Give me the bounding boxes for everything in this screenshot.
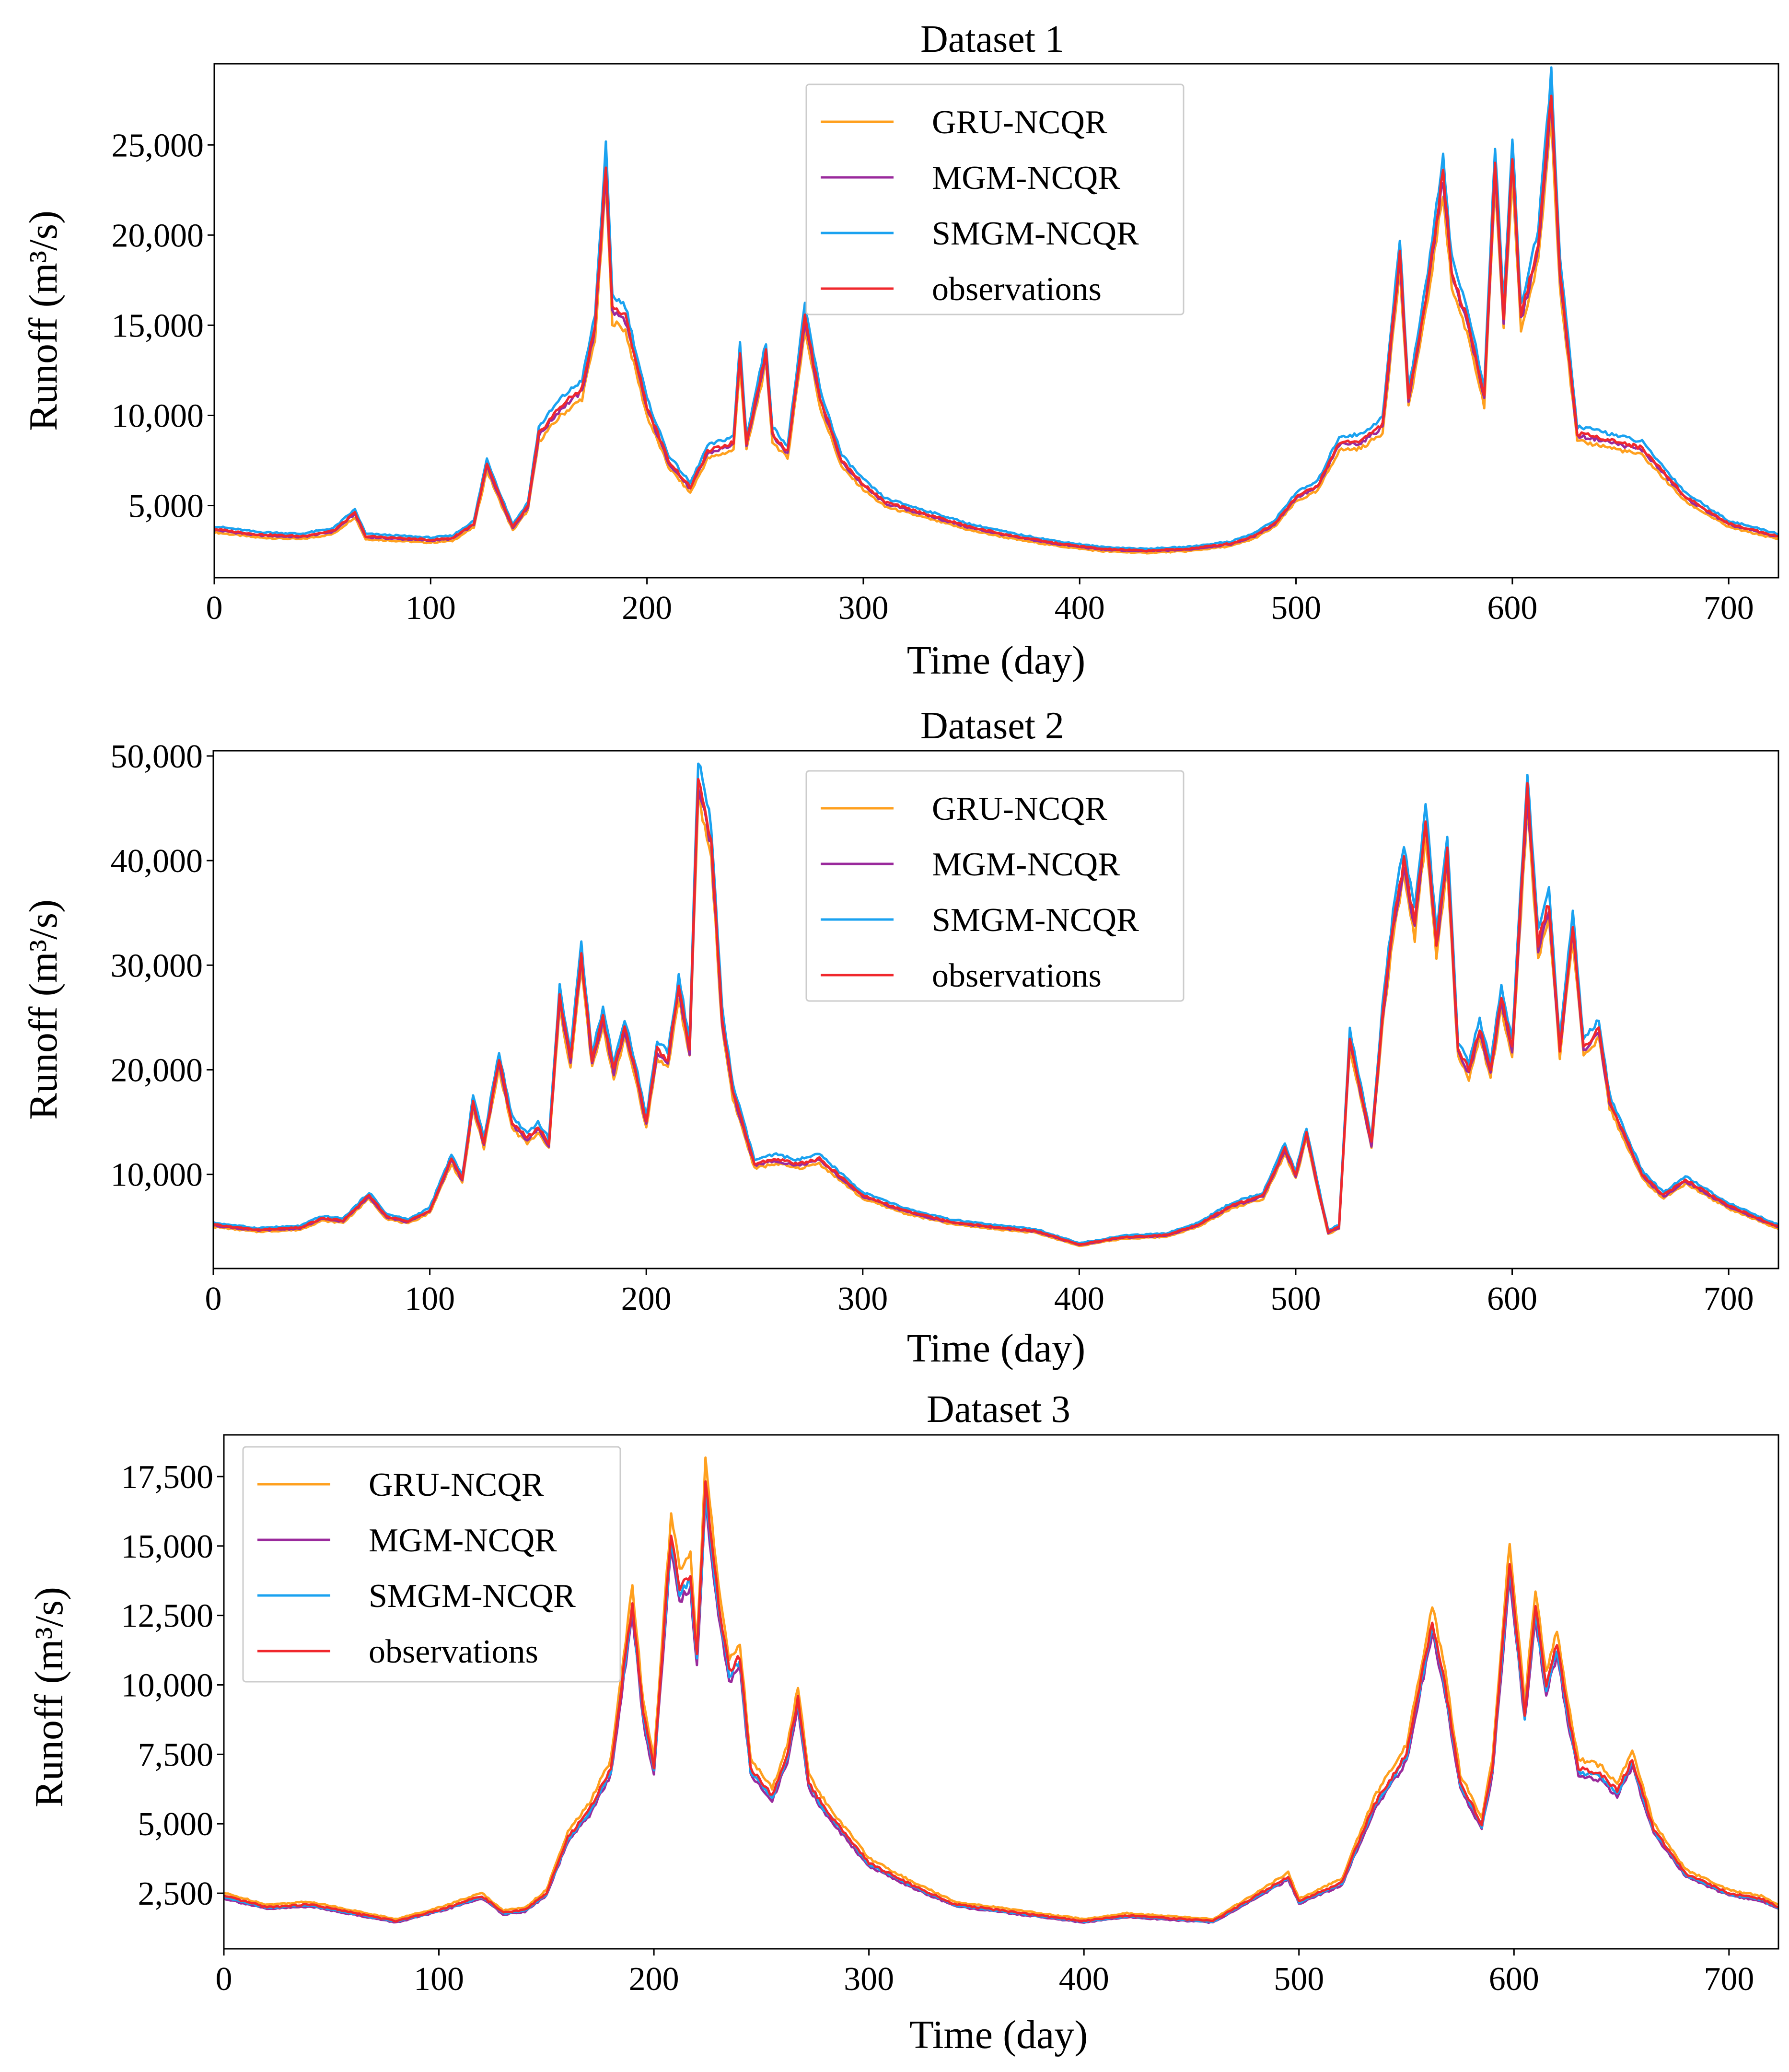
x-tick-label: 500	[1274, 1961, 1324, 1998]
legend-label: observations	[369, 1633, 538, 1670]
legend-label: MGM-NCQR	[932, 160, 1120, 197]
panel-dataset-2: Dataset 2 10,000 20,000 30,000 40,000 50,000…	[21, 705, 1779, 1371]
y-axis-label: Runoff (m³/s)	[21, 899, 66, 1120]
x-tick-label: 400	[1055, 590, 1105, 627]
y-tick-label: 15,000	[121, 1528, 214, 1565]
x-tick-label: 700	[1704, 590, 1754, 627]
x-tick-label: 600	[1487, 590, 1537, 627]
x-tick-label: 600	[1487, 1280, 1537, 1317]
y-axis-label: Runoff (m³/s)	[21, 210, 66, 431]
y-tick-label: 10,000	[111, 1157, 203, 1194]
y-ticks: 5,000 10,000 15,000 20,000 25,000	[112, 127, 214, 525]
legend-label: SMGM-NCQR	[932, 215, 1139, 252]
legend-label: observations	[932, 957, 1102, 994]
legend-box	[805, 770, 1185, 1002]
chart-title: Dataset 1	[920, 18, 1064, 60]
plot-frame	[212, 750, 1779, 1269]
y-tick-label: 7,500	[138, 1736, 214, 1773]
legend-label: MGM-NCQR	[932, 846, 1120, 883]
y-ticks: 2,500 5,000 7,500 10,000 12,500 15,000 17,500	[121, 1459, 224, 1912]
chart-title: Dataset 3	[927, 1388, 1070, 1431]
series-line-observations	[214, 94, 1779, 552]
y-tick-label: 5,000	[128, 488, 204, 525]
y-tick-label: 10,000	[121, 1667, 214, 1704]
x-tick-label: 100	[414, 1961, 464, 1998]
x-tick-label: 200	[629, 1961, 679, 1998]
x-ticks: 0 100 200 300 400 500 600 700	[205, 1269, 1754, 1317]
y-tick-label: 50,000	[111, 738, 203, 775]
x-tick-label: 0	[206, 590, 223, 627]
y-tick-label: 5,000	[138, 1806, 214, 1843]
legend-label: GRU-NCQR	[932, 791, 1107, 827]
y-tick-label: 15,000	[112, 307, 204, 344]
x-tick-label: 300	[844, 1961, 894, 1998]
panel-dataset-1: Dataset 1 5,00010,00015,00020,00025,000 …	[21, 18, 1779, 683]
x-tick-label: 700	[1704, 1280, 1754, 1317]
x-ticks: 0 100 200 300 400 500 600 700	[216, 1949, 1754, 1998]
x-tick-label: 0	[205, 1280, 222, 1317]
x-tick-label: 500	[1270, 1280, 1321, 1317]
y-tick-label: 20,000	[112, 217, 204, 254]
x-tick-label: 400	[1054, 1280, 1104, 1317]
x-tick-label: 300	[838, 590, 888, 627]
series-lines	[213, 66, 1779, 555]
x-ticks: 0 100 200 300 400 500 600 700	[206, 578, 1754, 627]
x-tick-label: 200	[622, 590, 672, 627]
legend-box	[242, 1446, 621, 1683]
legend: GRU-NCQR MGM-NCQR SMGM-NCQR observations	[805, 770, 1185, 1002]
legend: GRU-NCQR MGM-NCQR SMGM-NCQR observations	[242, 1446, 621, 1683]
x-tick-label: 700	[1704, 1961, 1754, 1998]
y-tick-label: 2,500	[138, 1875, 214, 1912]
x-tick-label: 200	[621, 1280, 672, 1317]
y-tick-label: 10,000	[112, 397, 204, 434]
y-tick-label: 20,000	[111, 1052, 203, 1089]
series-lines	[223, 1456, 1779, 1924]
chart-title: Dataset 2	[920, 705, 1064, 747]
y-tick-label: 25,000	[112, 127, 204, 164]
legend-label: SMGM-NCQR	[369, 1578, 576, 1615]
series-line-observations	[223, 1480, 1779, 1923]
series-line-observations	[213, 778, 1779, 1246]
x-tick-label: 100	[405, 1280, 455, 1317]
legend-box	[805, 83, 1185, 315]
x-tick-label: 300	[837, 1280, 888, 1317]
legend-label: GRU-NCQR	[369, 1467, 544, 1503]
x-tick-label: 100	[406, 590, 456, 627]
y-tick-label: 30,000	[111, 947, 203, 984]
x-axis-label: Time (day)	[909, 2013, 1088, 2057]
legend-label: GRU-NCQR	[932, 104, 1107, 141]
plot-frame	[213, 63, 1779, 579]
x-tick-label: 400	[1059, 1961, 1109, 1998]
x-axis-label: Time (day)	[907, 1326, 1086, 1371]
x-axis-label: Time (day)	[907, 638, 1086, 683]
y-tick-label: 12,500	[121, 1598, 214, 1635]
x-tick-label: 500	[1271, 590, 1321, 627]
y-ticks: 10,000 20,000 30,000 40,000 50,000	[111, 738, 213, 1194]
y-tick-label: 17,500	[121, 1459, 214, 1496]
series-lines	[212, 762, 1779, 1247]
y-axis-label: Runoff (m³/s)	[27, 1587, 71, 1807]
y-tick-label: 40,000	[111, 843, 203, 880]
x-tick-label: 0	[216, 1961, 232, 1998]
legend: GRU-NCQR MGM-NCQR SMGM-NCQR observations	[805, 83, 1185, 315]
plot-frame	[223, 1434, 1779, 1950]
x-tick-label: 600	[1489, 1961, 1539, 1998]
legend-label: SMGM-NCQR	[932, 902, 1139, 939]
panel-dataset-3: Dataset 3 2,500 5,000 7,500 10,000 12,500 15,…	[27, 1388, 1779, 2057]
legend-label: observations	[932, 271, 1102, 308]
legend-label: MGM-NCQR	[369, 1522, 557, 1559]
series-line-gru-ncqr	[223, 1456, 1779, 1921]
